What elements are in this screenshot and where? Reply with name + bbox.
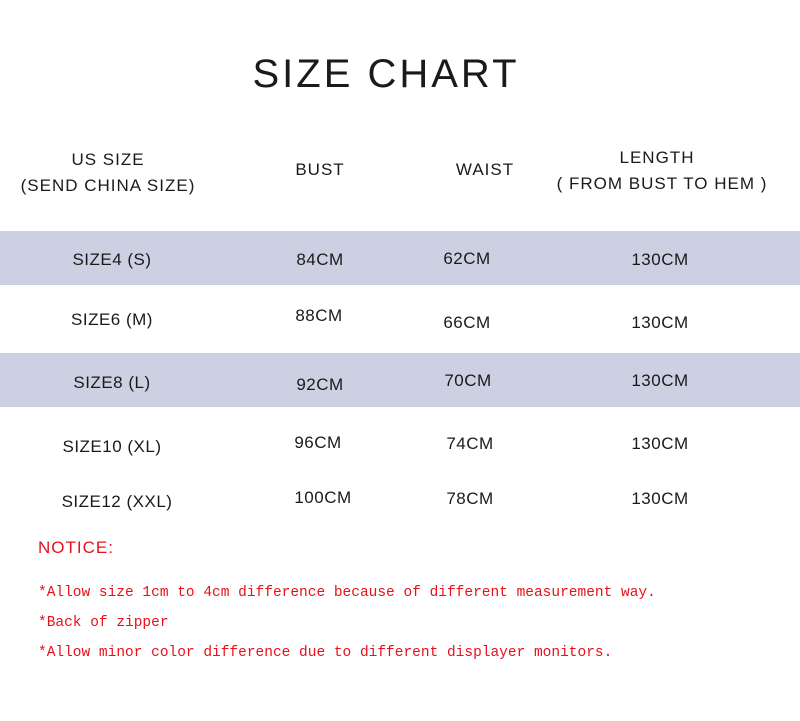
waist-cell: 74CM: [446, 434, 494, 453]
bust-cell: 92CM: [296, 375, 344, 394]
header-waist: WAIST: [455, 160, 515, 179]
notice-item: *Allow minor color difference due to dif…: [38, 645, 613, 661]
length-cell: 130CM: [631, 371, 689, 390]
bust-cell: 84CM: [296, 250, 344, 269]
waist-cell: 70CM: [444, 371, 492, 390]
bust-cell: 100CM: [294, 488, 352, 507]
length-cell: 130CM: [631, 489, 689, 508]
notice-item: *Allow size 1cm to 4cm difference becaus…: [38, 585, 656, 601]
bust-cell: 88CM: [295, 306, 343, 325]
bust-cell: 96CM: [294, 433, 342, 452]
size-cell: SIZE12 (XXL): [61, 492, 173, 511]
size-cell: SIZE4 (S): [72, 250, 152, 269]
length-cell: 130CM: [631, 434, 689, 453]
waist-cell: 78CM: [446, 489, 494, 508]
header-bust: BUST: [295, 160, 345, 179]
row-band: [0, 231, 800, 285]
header-length: LENGTH: [619, 148, 695, 167]
header-china-size: (SEND CHINA SIZE): [20, 176, 196, 195]
header-length-note: ( FROM BUST TO HEM ): [556, 174, 768, 193]
notice-item: *Back of zipper: [38, 615, 169, 631]
size-cell: SIZE8 (L): [73, 373, 151, 392]
notice-heading: NOTICE:: [38, 538, 114, 557]
waist-cell: 62CM: [443, 249, 491, 268]
waist-cell: 66CM: [443, 313, 491, 332]
row-band: [0, 353, 800, 407]
size-cell: SIZE6 (M): [71, 310, 153, 329]
length-cell: 130CM: [631, 250, 689, 269]
size-cell: SIZE10 (XL): [62, 437, 162, 456]
page-title: SIZE CHART: [252, 52, 520, 96]
header-us-size: US SIZE: [71, 150, 145, 169]
length-cell: 130CM: [631, 313, 689, 332]
